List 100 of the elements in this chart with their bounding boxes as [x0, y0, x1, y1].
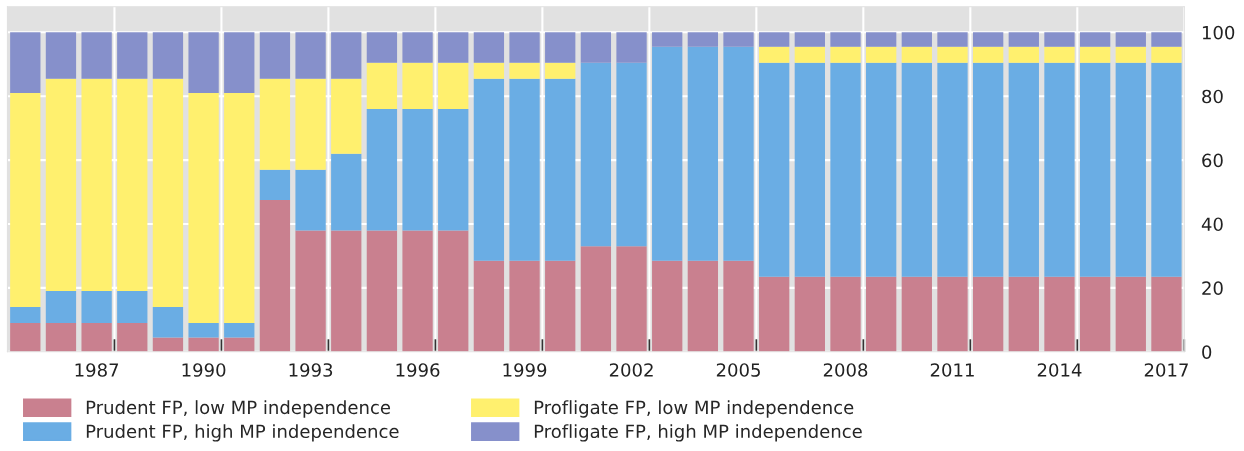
x-tick-label: 1996 [396, 363, 440, 377]
bar [866, 276, 897, 352]
bar [117, 323, 148, 352]
bar [866, 32, 897, 47]
bar [830, 32, 861, 47]
bar [366, 108, 398, 231]
bar [152, 32, 184, 79]
bar [580, 62, 612, 247]
bar [438, 62, 469, 109]
bar [652, 260, 683, 352]
bar [972, 32, 1004, 47]
bar [1115, 62, 1146, 277]
bar [616, 32, 647, 63]
x-tick-label: 1993 [289, 363, 333, 377]
bar [1115, 276, 1146, 352]
bar [545, 62, 576, 79]
x-tick-label: 2011 [930, 363, 974, 377]
bar [972, 276, 1004, 352]
bar [723, 46, 754, 261]
bar [295, 32, 326, 79]
y-tick-label: 100 [1202, 25, 1235, 40]
bar [545, 32, 576, 63]
bar [580, 246, 612, 352]
bar [1079, 62, 1111, 277]
bar [972, 62, 1004, 277]
bar [830, 276, 861, 352]
legend-label: Prudent FP, high MP independence [86, 424, 399, 442]
bar [1115, 32, 1146, 47]
bar [117, 32, 148, 79]
bar [188, 93, 219, 324]
legend-label: Prudent FP, low MP independence [86, 400, 391, 418]
bar [331, 78, 362, 154]
bar [580, 32, 612, 63]
bar [81, 323, 112, 352]
y-tick-label: 80 [1202, 89, 1223, 104]
bar [687, 260, 719, 352]
bar [188, 323, 219, 338]
bar [1151, 46, 1182, 63]
bar [259, 200, 291, 352]
bar [1008, 32, 1039, 47]
legend-label: Profligate FP, low MP independence [534, 400, 854, 418]
bar [830, 46, 861, 63]
bar [1079, 276, 1111, 352]
bar [45, 32, 77, 79]
bar [901, 32, 932, 47]
bar [723, 32, 754, 47]
bar [794, 46, 825, 63]
y-tick-label: 60 [1202, 153, 1223, 168]
bar [152, 307, 184, 338]
bar [759, 62, 790, 277]
bar [402, 62, 433, 109]
bar [473, 62, 505, 79]
bar [438, 230, 469, 352]
bar [937, 46, 968, 63]
bar [687, 46, 719, 261]
bar [331, 32, 362, 79]
bar [759, 276, 790, 352]
bar [972, 46, 1004, 63]
bar [259, 169, 291, 201]
bar [652, 46, 683, 261]
bar [366, 62, 398, 109]
bar [331, 153, 362, 231]
bar [1008, 276, 1039, 352]
bar [366, 32, 398, 63]
bar [473, 32, 505, 63]
bar [937, 62, 968, 277]
y-tick-label: 40 [1201, 217, 1223, 232]
bar [10, 307, 41, 324]
bar [259, 78, 291, 170]
bar [1044, 276, 1075, 352]
bar [616, 246, 647, 352]
bar [259, 32, 291, 79]
bar [616, 62, 647, 247]
bar [81, 32, 112, 79]
x-tick-label: 2002 [609, 363, 653, 377]
x-tick-label: 2014 [1037, 363, 1082, 377]
bar [295, 78, 326, 170]
bar [402, 32, 433, 63]
bar [81, 78, 112, 292]
bar [117, 78, 148, 292]
bar [188, 32, 219, 94]
bar [1044, 32, 1075, 47]
bar [1151, 62, 1182, 277]
bar [473, 260, 505, 352]
bar [1008, 46, 1039, 63]
bar [1044, 46, 1075, 63]
x-tick-label: 1987 [75, 363, 119, 377]
bar [224, 93, 255, 324]
bar [794, 62, 825, 277]
bar [473, 78, 505, 261]
bar [794, 276, 825, 352]
bar [1151, 276, 1182, 352]
bar [1079, 32, 1111, 47]
bar [830, 62, 861, 277]
bar [866, 46, 897, 63]
y-tick-label: 20 [1202, 281, 1223, 295]
bar [438, 32, 469, 63]
bar [509, 78, 540, 261]
x-tick-label: 2005 [716, 363, 760, 377]
bar [1044, 62, 1075, 277]
